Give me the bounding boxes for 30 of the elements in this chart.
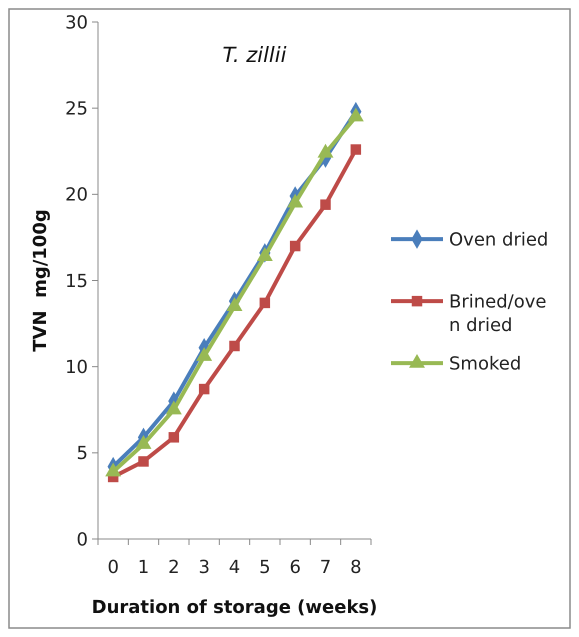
point bbox=[138, 456, 149, 467]
x-tick-label: 5 bbox=[259, 557, 271, 578]
x-tick-label: 0 bbox=[107, 557, 119, 578]
legend-label: Brined/oven dried bbox=[449, 291, 546, 336]
x-tick-label: 1 bbox=[138, 557, 150, 578]
legend-label: Smoked bbox=[449, 353, 522, 374]
point bbox=[168, 432, 180, 443]
point bbox=[320, 199, 331, 210]
y-tick-label: 30 bbox=[65, 12, 88, 34]
x-tick-label: 4 bbox=[228, 557, 240, 578]
point bbox=[198, 384, 210, 394]
x-tick-label: 8 bbox=[350, 557, 362, 578]
y-tick-label: 20 bbox=[65, 184, 88, 206]
x-tick-label: 2 bbox=[168, 557, 180, 578]
point bbox=[229, 340, 240, 352]
y-tick-label: 10 bbox=[65, 356, 88, 378]
y-tick-label: 5 bbox=[76, 443, 88, 464]
x-tick-label: 7 bbox=[320, 557, 332, 578]
y-tick-label: 25 bbox=[65, 98, 88, 120]
y-axis-title: TVN mg/100g bbox=[30, 209, 51, 352]
legend-label: Oven dried bbox=[449, 229, 548, 250]
y-tick-label: 15 bbox=[65, 270, 88, 292]
point bbox=[350, 144, 362, 155]
point bbox=[290, 240, 300, 252]
x-axis-title: Duration of storage (weeks) bbox=[92, 597, 378, 618]
point bbox=[260, 298, 270, 308]
text: T. zillii bbox=[222, 43, 287, 67]
y-tick-label: 0 bbox=[76, 529, 88, 550]
x-tick-label: 3 bbox=[198, 557, 210, 578]
x-tick-label: 6 bbox=[289, 557, 301, 578]
